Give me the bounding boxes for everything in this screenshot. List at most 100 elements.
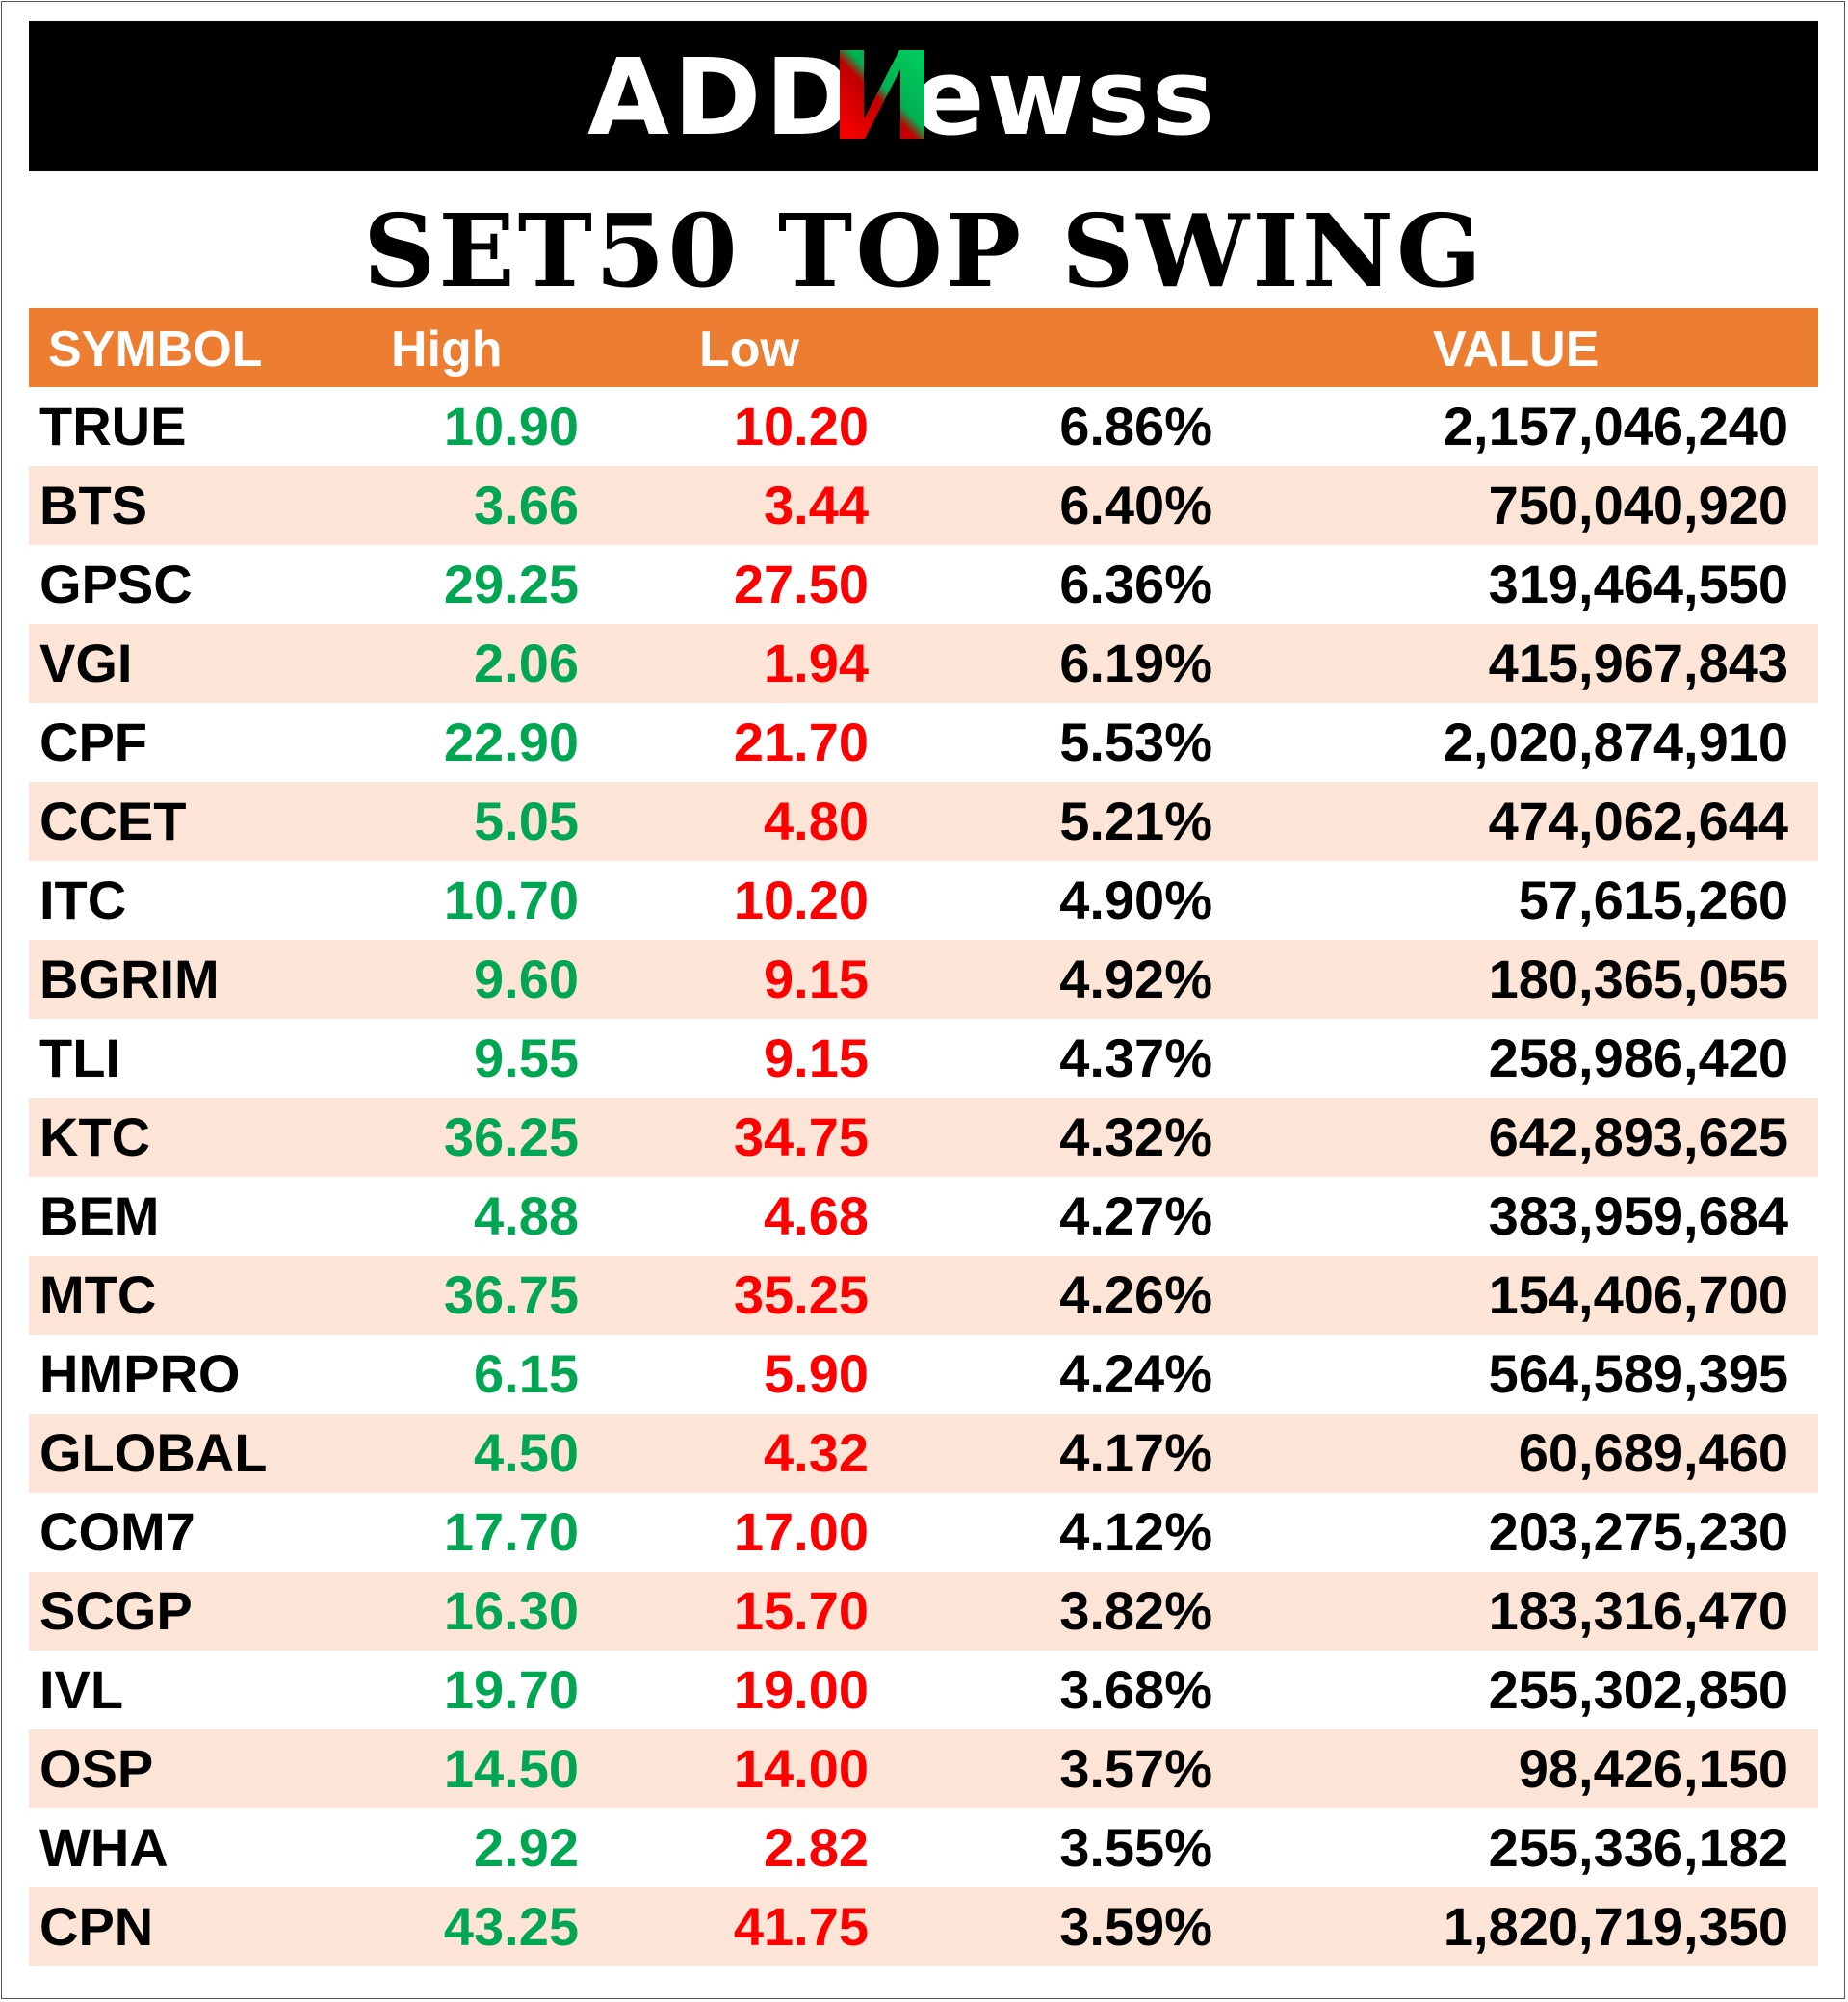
table-row: CCET 5.05 4.80 5.21% 474,062,644 — [29, 782, 1818, 861]
swing-percent-cell: 4.37% — [1059, 1027, 1212, 1088]
swing-percent-cell: 4.12% — [1059, 1501, 1212, 1562]
symbol-cell: COM7 — [39, 1501, 195, 1562]
table-row: HMPRO 6.15 5.90 4.24% 564,589,395 — [29, 1335, 1818, 1414]
high-cell: 36.25 — [443, 1106, 579, 1167]
swing-percent-cell: 4.90% — [1059, 870, 1212, 930]
high-cell: 2.92 — [474, 1817, 579, 1878]
table-row: IVL 19.70 19.00 3.68% 255,302,850 — [29, 1651, 1818, 1729]
table-row: GLOBAL 4.50 4.32 4.17% 60,689,460 — [29, 1414, 1818, 1493]
swing-percent-cell: 3.57% — [1059, 1738, 1212, 1799]
high-cell: 3.66 — [474, 475, 579, 535]
symbol-cell: ITC — [39, 870, 127, 930]
high-cell: 4.50 — [474, 1422, 579, 1483]
swing-percent-cell: 4.24% — [1059, 1343, 1212, 1404]
swing-percent-cell: 4.26% — [1059, 1264, 1212, 1325]
high-cell: 5.05 — [474, 791, 579, 851]
addnewss-logo: ADD ewss — [29, 21, 1818, 171]
header-symbol: SYMBOL — [48, 322, 263, 377]
high-cell: 2.06 — [474, 633, 579, 693]
value-cell: 1,820,719,350 — [1443, 1896, 1788, 1957]
table-row: BGRIM 9.60 9.15 4.92% 180,365,055 — [29, 940, 1818, 1019]
symbol-cell: GPSC — [39, 554, 193, 614]
high-cell: 17.70 — [443, 1501, 579, 1562]
value-cell: 383,959,684 — [1488, 1185, 1788, 1246]
svg-text:ewss: ewss — [913, 36, 1216, 159]
high-cell: 4.88 — [474, 1185, 579, 1246]
swing-percent-cell: 6.36% — [1059, 554, 1212, 614]
high-cell: 14.50 — [443, 1738, 579, 1799]
low-cell: 17.00 — [733, 1501, 869, 1562]
table-row: WHA 2.92 2.82 3.55% 255,336,182 — [29, 1808, 1818, 1887]
high-cell: 6.15 — [474, 1343, 579, 1404]
table-row: SCGP 16.30 15.70 3.82% 183,316,470 — [29, 1572, 1818, 1651]
symbol-cell: TLI — [39, 1027, 120, 1088]
value-cell: 642,893,625 — [1488, 1106, 1788, 1167]
low-cell: 4.80 — [764, 791, 869, 851]
low-cell: 34.75 — [733, 1106, 869, 1167]
table-row: VGI 2.06 1.94 6.19% 415,967,843 — [29, 624, 1818, 703]
low-cell: 15.70 — [733, 1580, 869, 1641]
high-cell: 9.55 — [474, 1027, 579, 1088]
table-row: CPN 43.25 41.75 3.59% 1,820,719,350 — [29, 1887, 1818, 1966]
swing-percent-cell: 5.21% — [1059, 791, 1212, 851]
high-cell: 19.70 — [443, 1659, 579, 1720]
swing-percent-cell: 3.68% — [1059, 1659, 1212, 1720]
symbol-cell: OSP — [39, 1738, 154, 1799]
low-cell: 2.82 — [764, 1817, 869, 1878]
table-header: SYMBOL High Low VALUE — [29, 308, 1818, 387]
low-cell: 10.20 — [733, 870, 869, 930]
table-row: CPF 22.90 21.70 5.53% 2,020,874,910 — [29, 703, 1818, 782]
swing-percent-cell: 5.53% — [1059, 712, 1212, 772]
swing-percent-cell: 6.19% — [1059, 633, 1212, 693]
value-cell: 57,615,260 — [1518, 870, 1788, 930]
swing-percent-cell: 3.59% — [1059, 1896, 1212, 1957]
symbol-cell: BTS — [39, 475, 147, 535]
value-cell: 183,316,470 — [1488, 1580, 1788, 1641]
header-value: VALUE — [1433, 322, 1600, 377]
symbol-cell: IVL — [39, 1659, 124, 1720]
swing-percent-cell: 3.82% — [1059, 1580, 1212, 1641]
header-high: High — [391, 322, 503, 377]
value-cell: 255,302,850 — [1488, 1659, 1788, 1720]
table-row: ITC 10.70 10.20 4.90% 57,615,260 — [29, 861, 1818, 940]
svg-text:ADD: ADD — [587, 36, 857, 159]
low-cell: 4.32 — [764, 1422, 869, 1483]
symbol-cell: MTC — [39, 1264, 157, 1325]
symbol-cell: BGRIM — [39, 949, 220, 1009]
low-cell: 3.44 — [764, 475, 869, 535]
value-cell: 750,040,920 — [1488, 475, 1788, 535]
high-cell: 9.60 — [474, 949, 579, 1009]
value-cell: 60,689,460 — [1518, 1422, 1788, 1483]
low-cell: 35.25 — [733, 1264, 869, 1325]
symbol-cell: VGI — [39, 633, 133, 693]
high-cell: 29.25 — [443, 554, 579, 614]
low-cell: 27.50 — [733, 554, 869, 614]
value-cell: 2,020,874,910 — [1443, 712, 1788, 772]
value-cell: 180,365,055 — [1488, 949, 1788, 1009]
value-cell: 415,967,843 — [1488, 633, 1788, 693]
value-cell: 258,986,420 — [1488, 1027, 1788, 1088]
symbol-cell: HMPRO — [39, 1343, 241, 1404]
value-cell: 203,275,230 — [1488, 1501, 1788, 1562]
table-row: TLI 9.55 9.15 4.37% 258,986,420 — [29, 1019, 1818, 1098]
symbol-cell: CCET — [39, 791, 187, 851]
symbol-cell: WHA — [39, 1817, 169, 1878]
table-body: TRUE 10.90 10.20 6.86% 2,157,046,240 BTS 3.66 3… — [29, 387, 1818, 1966]
table-row: OSP 14.50 14.00 3.57% 98,426,150 — [29, 1729, 1818, 1808]
low-cell: 1.94 — [764, 633, 869, 693]
table-row: BTS 3.66 3.44 6.40% 750,040,920 — [29, 466, 1818, 545]
low-cell: 19.00 — [733, 1659, 869, 1720]
symbol-cell: KTC — [39, 1106, 151, 1167]
symbol-cell: BEM — [39, 1185, 160, 1246]
value-cell: 319,464,550 — [1488, 554, 1788, 614]
value-cell: 255,336,182 — [1488, 1817, 1788, 1878]
symbol-cell: CPF — [39, 712, 147, 772]
page-title: SET50 TOP SWING — [363, 192, 1485, 310]
table-row: GPSC 29.25 27.50 6.36% 319,464,550 — [29, 545, 1818, 624]
symbol-cell: CPN — [39, 1896, 154, 1957]
low-cell: 4.68 — [764, 1185, 869, 1246]
low-cell: 10.20 — [733, 396, 869, 456]
high-cell: 43.25 — [443, 1896, 579, 1957]
symbol-cell: SCGP — [39, 1580, 193, 1641]
